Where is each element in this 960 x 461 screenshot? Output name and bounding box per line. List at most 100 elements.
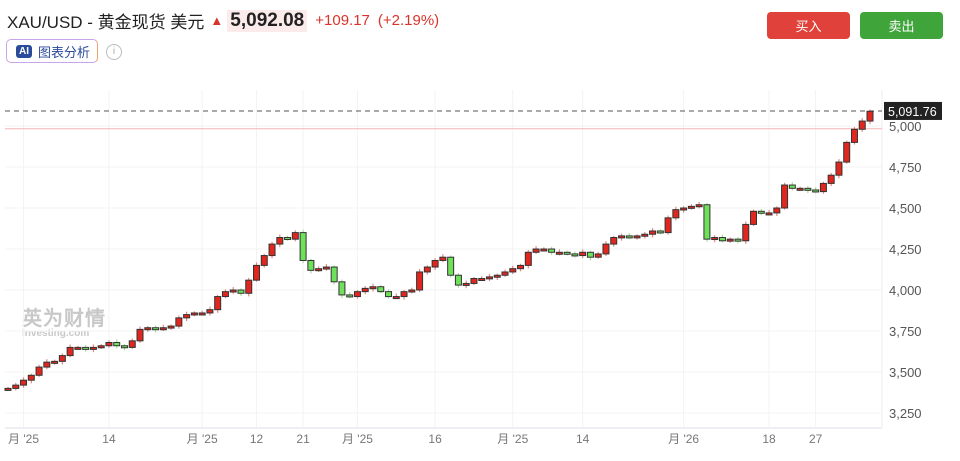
candle-body xyxy=(757,210,765,214)
candle-body xyxy=(625,235,633,239)
x-tick-label: 21 xyxy=(296,432,310,446)
candle-body xyxy=(462,282,470,286)
current-price-label: 5,091.76 xyxy=(888,105,937,119)
sell-button[interactable]: 卖出 xyxy=(860,12,943,39)
ai-chart-analysis-button[interactable]: AI 图表分析 xyxy=(6,39,98,63)
candle-body xyxy=(641,233,649,237)
candle-body xyxy=(253,264,261,281)
price-change-pct: (+2.19%) xyxy=(377,12,440,29)
candle-body xyxy=(866,110,874,122)
candle-body xyxy=(796,187,804,191)
candle-body xyxy=(105,341,113,347)
candle-body xyxy=(742,223,750,242)
candle-body xyxy=(400,291,408,298)
candle-body xyxy=(788,184,796,189)
x-tick-label: 16 xyxy=(428,432,442,446)
candle-body xyxy=(726,238,734,242)
candle-body xyxy=(447,256,455,276)
candle-body xyxy=(167,325,175,329)
y-tick-label: 4,750 xyxy=(889,160,922,175)
candle-body xyxy=(478,278,486,282)
watermark-en: Investing.com xyxy=(22,328,90,339)
quote-header: XAU/USD - 黄金现货 美元 ▲ 5,092.08 +109.17 (+2… xyxy=(7,8,439,33)
y-tick-label: 3,250 xyxy=(889,406,922,421)
candle-body xyxy=(812,189,820,193)
candle-body xyxy=(128,340,136,348)
candle-body xyxy=(501,271,509,276)
candle-body xyxy=(454,274,462,286)
candle-body xyxy=(268,243,276,257)
y-tick-label: 3,500 xyxy=(889,365,922,380)
candle-body xyxy=(827,174,835,184)
candle-body xyxy=(377,286,385,293)
candle-body xyxy=(579,251,587,257)
candle-body xyxy=(773,207,781,214)
candle-body xyxy=(610,237,618,245)
candle-body xyxy=(416,271,424,291)
candle-body xyxy=(703,204,711,240)
candle-body xyxy=(198,312,206,316)
candle-body xyxy=(493,274,501,278)
last-price: 5,092.08 xyxy=(227,9,308,32)
candle-body xyxy=(470,278,478,284)
candle-body xyxy=(89,346,97,350)
candle-body xyxy=(338,281,346,296)
candle-body xyxy=(617,235,625,239)
x-tick-label: 27 xyxy=(809,432,823,446)
candle-body xyxy=(555,251,563,255)
y-tick-label: 4,250 xyxy=(889,242,922,257)
candle-body xyxy=(633,235,641,239)
candle-body xyxy=(346,294,354,298)
candle-body xyxy=(718,237,726,242)
buy-button[interactable]: 买入 xyxy=(767,12,850,39)
candle-body xyxy=(656,230,664,234)
candle-body xyxy=(307,259,315,271)
candle-body xyxy=(291,232,299,240)
candle-body xyxy=(58,355,66,362)
candle-body xyxy=(74,346,82,350)
candle-body xyxy=(82,346,90,350)
candle-body xyxy=(322,266,330,270)
candle-body xyxy=(664,217,672,234)
candle-body xyxy=(136,328,144,342)
candle-body xyxy=(330,266,338,283)
candle-body xyxy=(392,296,400,300)
candle-body xyxy=(524,251,532,266)
candle-body xyxy=(695,204,703,208)
candle-body xyxy=(369,286,377,290)
candle-body xyxy=(35,366,43,376)
y-tick-label: 4,000 xyxy=(889,283,922,298)
candle-body xyxy=(532,248,540,253)
candle-body xyxy=(571,253,579,257)
candle-body xyxy=(548,248,556,253)
y-tick-label: 3,750 xyxy=(889,324,922,339)
candle-body xyxy=(850,128,858,143)
x-tick-label: 12 xyxy=(250,432,264,446)
y-tick-label: 4,500 xyxy=(889,201,922,216)
candle-body xyxy=(734,238,742,242)
candle-body xyxy=(750,210,758,225)
candle-body xyxy=(594,253,602,258)
candle-body xyxy=(835,161,843,176)
watermark-cn: 英为财情 xyxy=(22,308,106,330)
candle-body xyxy=(563,251,571,255)
x-tick-label: 14 xyxy=(102,432,116,446)
x-tick-label: 月 '25 xyxy=(342,432,373,446)
symbol-title: XAU/USD - 黄金现货 美元 xyxy=(7,13,205,32)
candle-body xyxy=(221,291,229,298)
investing-watermark: 英为财情 Investing.com xyxy=(22,302,106,339)
candle-body xyxy=(485,276,493,280)
ai-button-label: 图表分析 xyxy=(38,44,91,60)
candle-body xyxy=(113,341,121,347)
candle-body xyxy=(66,346,74,357)
info-icon[interactable]: i xyxy=(106,44,122,60)
candle-body xyxy=(680,207,688,211)
candle-body xyxy=(190,312,198,316)
candle-body xyxy=(540,248,548,252)
candle-body xyxy=(361,287,369,293)
candle-body xyxy=(245,279,253,294)
candle-body xyxy=(672,209,680,219)
candle-body xyxy=(819,182,827,193)
current-price-badge xyxy=(884,101,942,120)
